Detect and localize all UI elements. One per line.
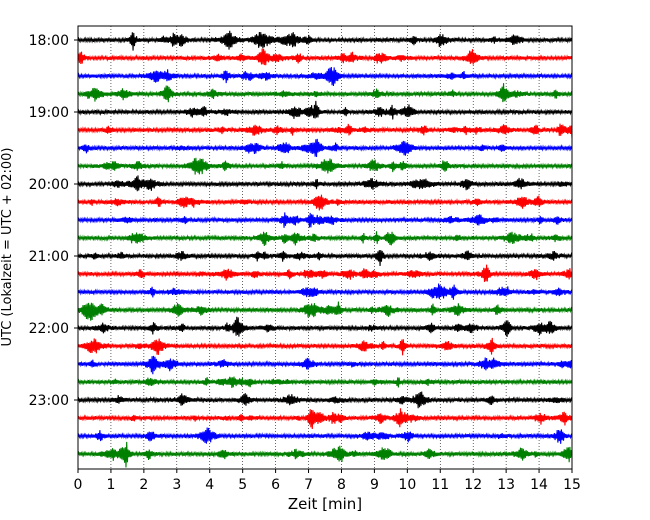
x-axis-label: Zeit [min] xyxy=(288,495,362,513)
y-tick-label-2300: 23:00 xyxy=(29,393,69,409)
trace-1930 xyxy=(77,138,573,157)
trace-2345 xyxy=(77,441,573,468)
x-tick-label-12: 12 xyxy=(464,477,482,493)
y-tick-label-2000: 20:00 xyxy=(29,177,69,193)
trace-2000 xyxy=(77,175,573,192)
x-tick-label-2: 2 xyxy=(139,477,148,493)
x-tick-label-8: 8 xyxy=(337,477,346,493)
y-tick-label-2200: 22:00 xyxy=(29,321,69,337)
trace-2030 xyxy=(77,212,573,228)
x-tick-label-11: 11 xyxy=(431,477,449,493)
trace-2215 xyxy=(77,337,573,356)
trace-2145 xyxy=(77,301,573,321)
x-tick-label-15: 15 xyxy=(563,477,581,493)
x-tick-label-5: 5 xyxy=(238,477,247,493)
trace-2130 xyxy=(77,283,573,300)
x-tick-label-14: 14 xyxy=(530,477,548,493)
trace-1800 xyxy=(77,30,573,51)
trace-1915 xyxy=(77,123,573,138)
trace-2115 xyxy=(77,264,573,282)
x-tick-label-3: 3 xyxy=(172,477,181,493)
x-tick-label-7: 7 xyxy=(304,477,313,493)
trace-2245 xyxy=(77,376,573,389)
trace-2045 xyxy=(77,231,573,246)
trace-2330 xyxy=(77,427,573,444)
plot-frame xyxy=(77,25,573,470)
trace-2100 xyxy=(77,250,573,266)
x-tick-label-1: 1 xyxy=(106,477,115,493)
trace-2315 xyxy=(77,408,573,430)
x-tick-label-13: 13 xyxy=(497,477,515,493)
trace-1945 xyxy=(77,157,573,175)
x-tick-label-9: 9 xyxy=(370,477,379,493)
trace-1900 xyxy=(77,100,573,120)
x-ticks: 0 1 2 3 4 5 6 7 8 9 10 11 12 13 14 15 xyxy=(74,469,581,493)
trace-2230 xyxy=(77,355,573,375)
y-tick-label-1900: 19:00 xyxy=(29,105,69,121)
trace-1830 xyxy=(77,66,573,86)
grid-lines xyxy=(110,26,540,469)
x-tick-label-4: 4 xyxy=(205,477,214,493)
y-axis-label: UTC (Lokalzeit = UTC + 02:00) xyxy=(0,148,15,347)
trace-2200 xyxy=(77,316,573,338)
trace-1815 xyxy=(77,48,573,66)
y-ticks: 18:00 19:00 20:00 21:00 22:00 23:00 xyxy=(29,33,78,409)
trace-1845 xyxy=(77,83,573,103)
y-tick-label-1800: 18:00 xyxy=(29,33,69,49)
trace-2300 xyxy=(77,391,573,409)
x-tick-label-10: 10 xyxy=(398,477,416,493)
seismic-traces xyxy=(77,30,573,468)
y-tick-label-2100: 21:00 xyxy=(29,249,69,265)
x-tick-label-6: 6 xyxy=(271,477,280,493)
trace-2015 xyxy=(77,194,573,211)
x-tick-label-0: 0 xyxy=(74,477,83,493)
